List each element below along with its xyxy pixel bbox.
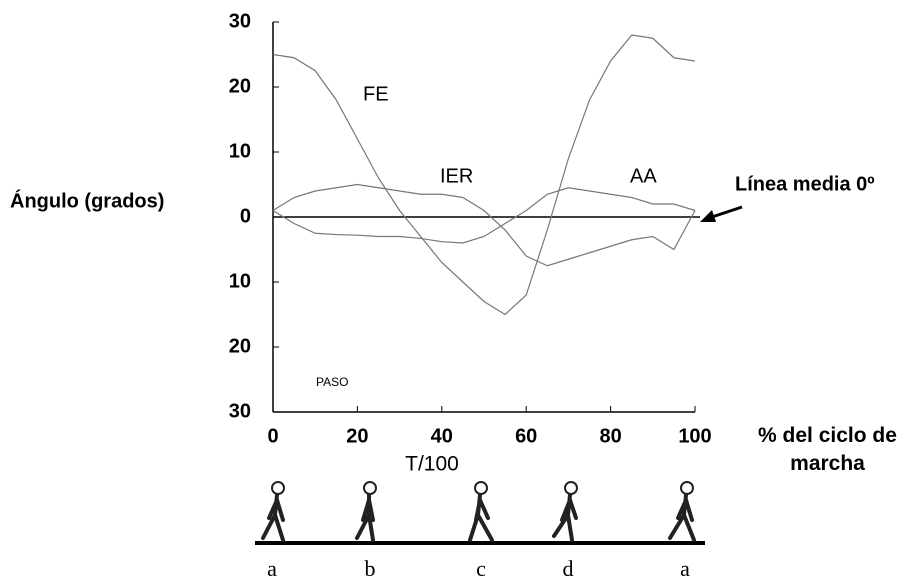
phase-label: a	[680, 556, 690, 581]
phase-label: b	[365, 556, 376, 581]
y-tick-label: 0	[240, 205, 251, 227]
x-tick-label: 0	[267, 425, 278, 447]
x-tick-label: 20	[346, 425, 368, 447]
y-tick-label: 20	[229, 75, 251, 97]
series-line	[272, 183, 696, 267]
x-sublabel: T/100	[405, 453, 459, 476]
zero-line-label: Línea media 0º	[735, 173, 875, 195]
y-tick-label: 30	[229, 10, 251, 32]
series-label: FE	[363, 83, 389, 105]
series-label: AA	[630, 165, 657, 187]
arrow-head	[700, 210, 716, 222]
phase-label: c	[476, 556, 486, 581]
phase-label: a	[267, 556, 277, 581]
series-label: IER	[440, 165, 473, 187]
x-tick-label: 80	[599, 425, 621, 447]
x-axis-label: % del ciclo de marcha	[758, 424, 897, 475]
series-line	[272, 187, 696, 244]
step-label: PASO	[316, 375, 348, 389]
y-axis-label: Ángulo (grados)	[10, 189, 164, 212]
y-tick-label: 10	[229, 140, 251, 162]
x-tick-label: 60	[515, 425, 537, 447]
y-tick-label: 30	[229, 400, 251, 422]
walkers	[261, 481, 696, 542]
series-line	[272, 34, 696, 316]
phase-label: d	[563, 556, 574, 581]
x-tick-label: 40	[431, 425, 453, 447]
x-tick-label: 100	[678, 425, 711, 447]
y-tick-label: 10	[229, 270, 251, 292]
y-tick-label: 20	[229, 335, 251, 357]
